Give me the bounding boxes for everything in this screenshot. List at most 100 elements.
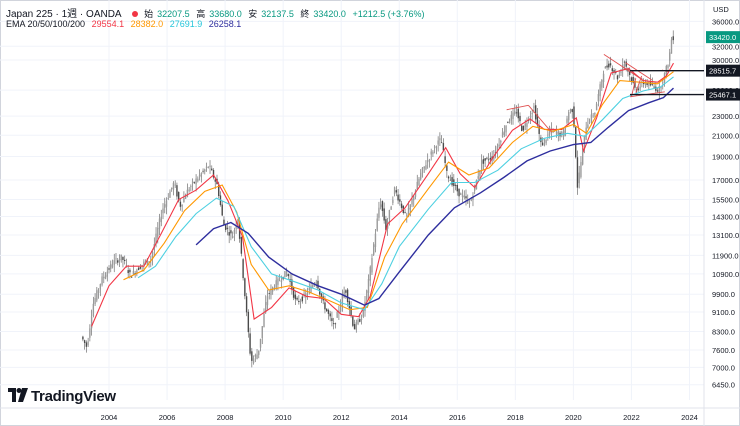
candle-body [158,218,161,229]
candle-body [385,219,387,231]
candle-body [99,284,102,290]
candle-body [594,112,596,115]
horizontal-level-label: 25467.1 [709,91,736,100]
candle-body [235,225,237,229]
close-value: 33420.0 [313,9,346,19]
candle-body [618,74,620,77]
open-label: 始 [144,9,154,19]
candle-body [482,159,485,164]
horizontal-level-tag [706,64,740,77]
candle-body [571,109,573,113]
time-tick-label: 2004 [101,413,118,422]
candle-body [90,316,93,329]
time-tick-label: 2024 [681,413,698,422]
price-tick-label: 14300.0 [712,212,739,221]
candle-body [186,189,189,198]
candle-body [341,295,344,306]
candle-body [601,79,603,88]
candle-body [362,308,364,317]
candle-body [113,260,115,265]
candle-body [670,39,673,54]
candle-body [416,181,418,190]
candle-body [247,311,250,333]
candle-body [132,270,135,275]
candle-body [587,124,589,129]
candle-body [444,156,446,164]
candle-body [292,287,295,298]
candle-body [312,285,314,288]
candle-body [400,203,403,208]
candle-body [197,178,199,182]
time-tick-label: 2018 [507,413,524,422]
trendline [635,75,643,93]
candle-body [157,227,159,237]
candle-body [245,296,248,313]
candle-body [418,178,420,185]
time-tick-label: 2022 [623,413,640,422]
candle-body [205,166,208,168]
price-tick-label: 21000.0 [712,131,739,140]
candle-body [561,132,563,136]
candle-body [352,316,354,326]
trendline [631,78,637,97]
candle-body [620,71,622,73]
tradingview-logo[interactable]: TradingView [8,388,116,405]
candle-body [218,185,220,197]
candle-body [637,88,640,90]
candle-body [435,147,438,149]
market-status-icon [131,11,138,17]
candle-body [609,63,612,66]
legend-ema: EMA 20/50/100/200 29554.1 28382.0 27691.… [6,19,245,29]
candle-body [588,122,591,123]
candle-body [228,232,230,236]
candle-body [320,293,323,299]
candle-body [165,200,168,207]
price-tick-label: 23000.0 [712,112,739,121]
candle-body [461,194,464,198]
candle-body [604,66,607,69]
candle-body [265,301,267,313]
candle-body [350,306,352,316]
candle-body [85,342,88,347]
candle-body [413,196,415,201]
candle-body [613,69,615,73]
candle-body [329,313,331,317]
candle-body [251,351,253,361]
candle-body [521,125,523,131]
candle-body [541,142,544,146]
candle-body [486,157,488,159]
candle-body [266,296,269,306]
low-value: 32137.5 [261,9,294,19]
candle-body [655,86,657,91]
candle-body [188,189,190,191]
candle-body [531,113,533,115]
price-tick-label: 8300.0 [712,327,735,336]
price-tick-label: 7000.0 [712,363,735,372]
candle-body [123,259,126,261]
candle-body [479,170,481,176]
candle-body [625,61,627,67]
grid [0,0,704,400]
candle-body [97,289,100,293]
candle-body [498,144,500,147]
price-tick-label: 17000.0 [712,176,739,185]
candle-body [510,114,512,121]
time-tick-label: 2016 [449,413,466,422]
candle-body [616,75,619,80]
ema-label[interactable]: EMA 20/50/100/200 [6,19,86,29]
symbol-title[interactable]: Japan 225 · 1週 · OANDA [6,9,122,20]
candle-body [96,290,98,301]
candle-body [484,158,486,161]
candle-body [437,140,439,145]
candle-body [580,162,582,178]
candle-body [465,196,467,199]
candle-body [493,155,495,160]
candle-body [254,355,257,357]
candle-body [296,297,298,300]
candle-body [371,258,373,273]
candle-body [660,86,662,89]
ema-line-ema100 [137,76,674,311]
candle-body [336,311,338,318]
candle-body [136,270,138,275]
